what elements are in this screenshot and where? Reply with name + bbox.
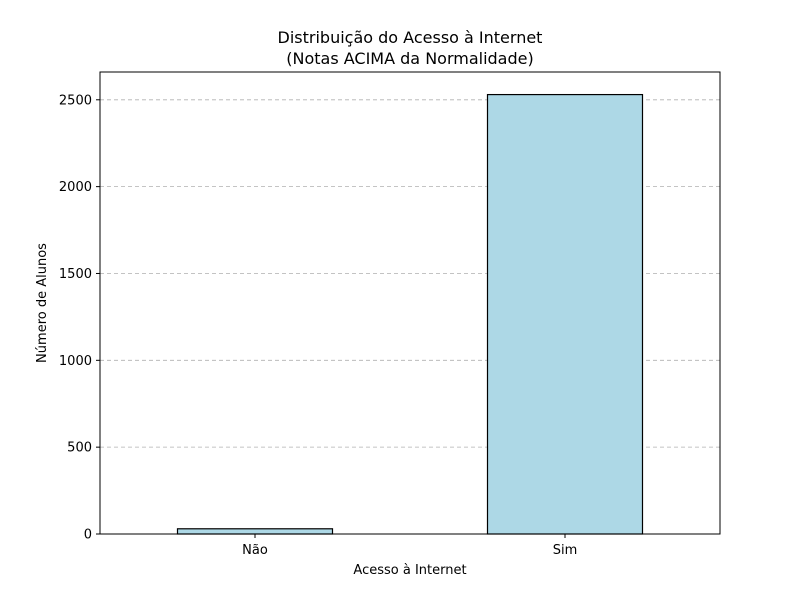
y-axis-label: Número de Alunos (35, 243, 50, 363)
x-tick-label: Não (242, 543, 268, 558)
plot-frame (99, 71, 721, 535)
y-tick-label: 1500 (59, 267, 92, 282)
bars (176, 93, 644, 535)
x-axis-label: Acesso à Internet (353, 563, 466, 578)
y-tick-label: 2000 (59, 180, 92, 195)
y-tick-label: 500 (67, 441, 92, 456)
x-axis-ticks: Não Sim (242, 534, 577, 558)
chart-title-line-1: Distribuição do Acesso à Internet (278, 28, 543, 47)
y-tick-label: 0 (84, 528, 92, 543)
y-tick-label: 2500 (59, 93, 92, 108)
grid-lines (100, 99, 720, 448)
chart-title-line-2: (Notas ACIMA da Normalidade) (286, 49, 533, 68)
y-axis-ticks: 0 500 1000 1500 2000 2500 (59, 93, 100, 543)
x-tick-label: Sim (553, 543, 578, 558)
y-tick-label: 1000 (59, 354, 92, 369)
bar-0 (176, 528, 334, 535)
bar-1 (486, 93, 644, 535)
